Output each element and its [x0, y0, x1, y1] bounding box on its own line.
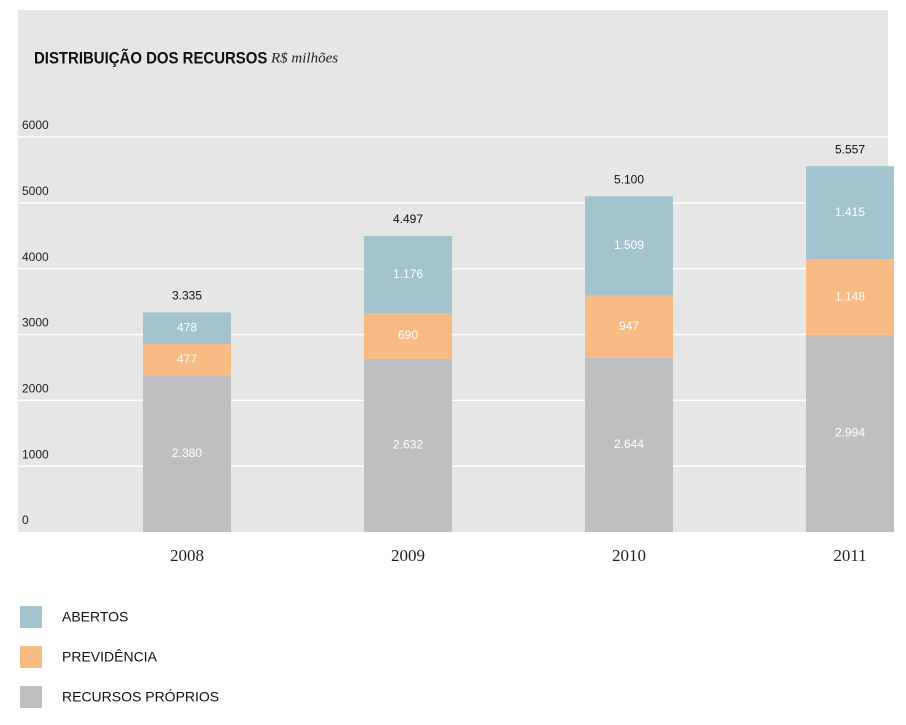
bar-segment — [364, 313, 452, 359]
bar-segment — [143, 312, 231, 344]
value-label: 2.994 — [835, 426, 865, 440]
legend-label: ABERTOS — [62, 609, 128, 625]
total-label: 4.497 — [393, 212, 423, 226]
chart-title: DISTRIBUIÇÃO DOS RECURSOS — [34, 47, 268, 68]
x-tick-label: 2010 — [612, 546, 646, 565]
bar-segment — [806, 259, 894, 335]
value-label: 2.380 — [172, 446, 202, 460]
y-tick-label: 1000 — [22, 447, 49, 461]
y-tick-label: 4000 — [22, 250, 49, 264]
y-tick-label: 5000 — [22, 184, 49, 198]
legend-label: RECURSOS PRÓPRIOS — [62, 689, 219, 705]
bar-segment — [585, 357, 673, 532]
y-tick-label: 6000 — [22, 118, 49, 132]
total-label: 5.100 — [614, 172, 644, 186]
value-label: 690 — [398, 328, 418, 342]
bar-segment — [806, 166, 894, 260]
bar-segment — [143, 375, 231, 532]
x-tick-label: 2009 — [391, 546, 425, 565]
chart-subtitle: R$ milhões — [270, 50, 338, 66]
x-tick-label: 2008 — [170, 546, 204, 565]
value-label: 1.176 — [393, 267, 423, 281]
legend-swatch — [20, 646, 42, 668]
bar-segment — [364, 235, 452, 314]
value-label: 478 — [177, 320, 197, 334]
bar-segment — [585, 196, 673, 296]
value-label: 947 — [619, 319, 639, 333]
total-label: 5.557 — [835, 142, 865, 156]
total-label: 3.335 — [172, 289, 202, 303]
legend-swatch — [20, 686, 42, 708]
value-label: 2.632 — [393, 438, 423, 452]
bar-segment — [143, 343, 231, 376]
value-label: 1.415 — [835, 205, 865, 219]
value-label: 2.644 — [614, 437, 644, 451]
y-tick-label: 0 — [22, 513, 29, 527]
bar-segment — [364, 358, 452, 532]
value-label: 1.148 — [835, 289, 865, 303]
y-tick-label: 3000 — [22, 316, 49, 330]
bar-segment — [585, 295, 673, 358]
value-label: 1.509 — [614, 238, 644, 252]
legend-swatch — [20, 606, 42, 628]
value-label: 477 — [177, 352, 197, 366]
y-tick-label: 2000 — [22, 382, 49, 396]
bar-segment — [806, 334, 894, 532]
x-tick-label: 2011 — [833, 546, 866, 565]
legend-label: PREVIDÊNCIA — [62, 649, 158, 665]
